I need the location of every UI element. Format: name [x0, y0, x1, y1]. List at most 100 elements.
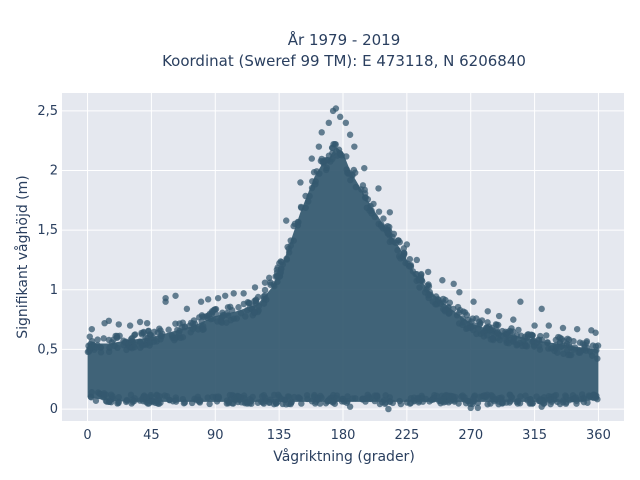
scatter-point-896	[554, 349, 561, 356]
scatter-point-916	[240, 290, 247, 297]
scatter-point-840	[556, 400, 564, 408]
scatter-point-890	[169, 398, 177, 405]
x-tick-label-1: 45	[143, 428, 160, 443]
scatter-point-878	[440, 295, 447, 303]
scatter-point-776	[240, 300, 248, 308]
scatter-point-923	[315, 143, 323, 150]
x-tick-label-6: 270	[458, 428, 483, 443]
scatter-point-849	[139, 394, 147, 402]
scatter-point-705	[191, 320, 199, 327]
y-tick-label-2: 1	[50, 283, 58, 298]
scatter-point-826	[544, 339, 551, 346]
scatter-point-555	[513, 342, 520, 349]
scatter-point-746	[255, 302, 263, 310]
scatter-point-403	[298, 204, 305, 211]
x-tick-label-3: 135	[267, 428, 292, 443]
scatter-point-893	[378, 222, 385, 230]
scatter-point-570	[564, 346, 571, 354]
scatter-point-717	[177, 334, 184, 342]
scatter-point-725	[275, 391, 282, 398]
scatter-point-335	[349, 395, 356, 402]
scatter-point-778	[144, 400, 152, 407]
scatter-point-502	[570, 346, 578, 353]
scatter-point-772	[123, 396, 131, 404]
scatter-points	[84, 105, 602, 413]
scatter-point-860	[523, 334, 530, 342]
scatter-point-443	[407, 263, 415, 270]
scatter-point-152	[543, 332, 550, 339]
dense-scatter-region	[87, 146, 599, 402]
x-tick-label-0: 0	[83, 428, 91, 443]
scatter-point-933	[375, 185, 382, 192]
scatter-point-900	[88, 325, 96, 333]
scatter-point-721	[161, 392, 168, 399]
scatter-point-695	[176, 320, 183, 327]
scatter-point-728	[338, 398, 346, 405]
scatter-point-357	[198, 318, 205, 325]
scatter-point-935	[403, 241, 411, 248]
scatter-point-836	[527, 400, 534, 407]
scatter-point-811	[214, 318, 221, 325]
scatter-point-760	[312, 178, 319, 185]
scatter-point-501	[371, 397, 378, 405]
scatter-point-924	[318, 129, 325, 136]
scatter-point-787	[489, 335, 496, 342]
scatter-point-796	[150, 334, 157, 342]
scatter-point-582	[109, 393, 116, 400]
scatter-point-799	[446, 299, 454, 306]
scatter-point-681	[243, 400, 251, 407]
scatter-point-853	[302, 192, 309, 200]
scatter-point-758	[508, 325, 515, 332]
y-tick-label-4: 2	[50, 164, 58, 179]
scatter-point-666	[362, 194, 369, 201]
scatter-point-920	[283, 217, 290, 224]
scatter-point-745	[348, 171, 356, 179]
scatter-point-612	[157, 327, 164, 334]
scatter-point-418	[416, 284, 423, 291]
scatter-point-906	[143, 319, 151, 327]
scatter-point-949	[559, 324, 567, 332]
scatter-point-937	[424, 268, 432, 276]
scatter-point-558	[285, 249, 293, 256]
scatter-point-674	[464, 324, 471, 331]
scatter-point-574	[453, 312, 461, 319]
scatter-point-807	[493, 321, 500, 329]
scatter-point-784	[303, 392, 311, 399]
scatter-point-957	[538, 403, 545, 410]
scatter-point-794	[260, 300, 268, 307]
scatter-point-304	[375, 208, 383, 215]
scatter-point-928	[336, 113, 344, 121]
scatter-point-919	[266, 274, 273, 282]
scatter-point-700	[288, 399, 295, 406]
scatter-point-450	[295, 394, 302, 401]
scatter-point-943	[495, 312, 503, 320]
scatter-point-945	[517, 298, 524, 305]
scatter-point-583	[97, 349, 105, 356]
scatter-point-921	[297, 179, 304, 186]
scatter-point-922	[308, 155, 315, 162]
scatter-point-824	[281, 396, 288, 404]
scatter-point-882	[430, 394, 438, 402]
scatter-point-889	[261, 292, 268, 299]
scatter-point-782	[204, 394, 211, 401]
scatter-point-603	[316, 170, 323, 177]
scatter-point-864	[149, 398, 156, 406]
scatter-point-529	[589, 342, 597, 349]
scatter-point-818	[395, 253, 403, 260]
scatter-point-956	[346, 403, 354, 410]
scatter-point-788	[128, 337, 136, 345]
scatter-point-954	[467, 404, 474, 412]
scatter-point-738	[188, 399, 196, 407]
scatter-point-870	[427, 291, 434, 298]
scatter-point-823	[462, 400, 470, 407]
scatter-point-932	[361, 164, 368, 172]
scatter-point-775	[484, 401, 491, 408]
scatter-point-424	[323, 164, 330, 172]
scatter-point-863	[459, 392, 466, 399]
scatter-point-835	[131, 395, 139, 402]
scatter-point-927	[332, 105, 340, 112]
scatter-point-620	[93, 344, 100, 351]
scatter-point-845	[402, 259, 409, 267]
scatter-point-909	[172, 292, 179, 299]
scatter-point-858	[522, 342, 529, 350]
